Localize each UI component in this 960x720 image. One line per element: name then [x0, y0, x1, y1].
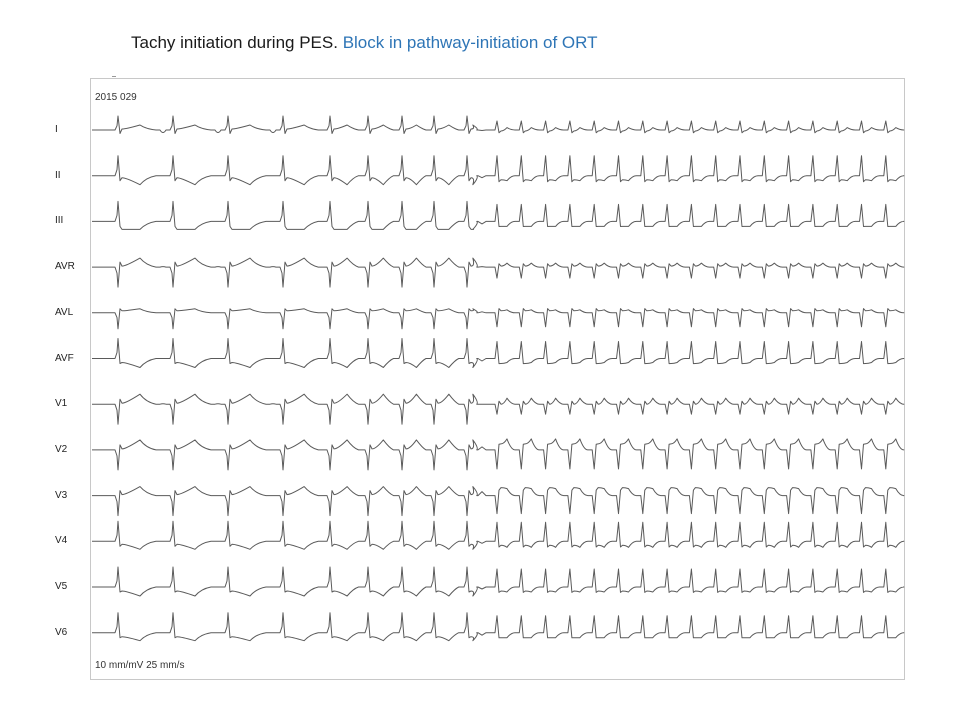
- lead-label-i: I: [55, 124, 58, 135]
- trace-v2: [92, 438, 905, 471]
- trace-avr: [92, 257, 905, 288]
- lead-label-avf: AVF: [55, 352, 74, 364]
- ecg-scale-label: 10 mm/mV 25 mm/s: [95, 660, 185, 671]
- ecg-record-id: 2015 029: [95, 92, 137, 103]
- trace-v1: [92, 393, 905, 425]
- trace-ii: [92, 155, 905, 186]
- corner-tick: [112, 76, 116, 77]
- trace-i: [92, 115, 905, 134]
- trace-v5: [92, 566, 905, 597]
- trace-v6: [92, 612, 905, 642]
- title-main: Tachy initiation during PES.: [131, 33, 338, 52]
- lead-label-v5: V5: [55, 581, 68, 592]
- trace-v4: [92, 520, 905, 550]
- lead-label-v1: V1: [55, 398, 68, 410]
- trace-iii: [92, 200, 905, 230]
- lead-label-iii: III: [55, 215, 64, 227]
- title-accent: Block in pathway-initiation of ORT: [342, 33, 598, 52]
- lead-label-avl: AVL: [55, 306, 74, 318]
- slide-title: Tachy initiation during PES. Block in pa…: [131, 33, 598, 53]
- lead-label-v4: V4: [55, 535, 68, 547]
- lead-label-avr: AVR: [55, 261, 75, 273]
- trace-avl: [92, 308, 905, 330]
- lead-label-v2: V2: [55, 443, 68, 455]
- trace-v3: [92, 486, 905, 517]
- lead-label-v3: V3: [55, 489, 68, 501]
- trace-avf: [92, 338, 905, 368]
- lead-label-ii: II: [55, 169, 61, 181]
- lead-label-v6: V6: [55, 626, 68, 638]
